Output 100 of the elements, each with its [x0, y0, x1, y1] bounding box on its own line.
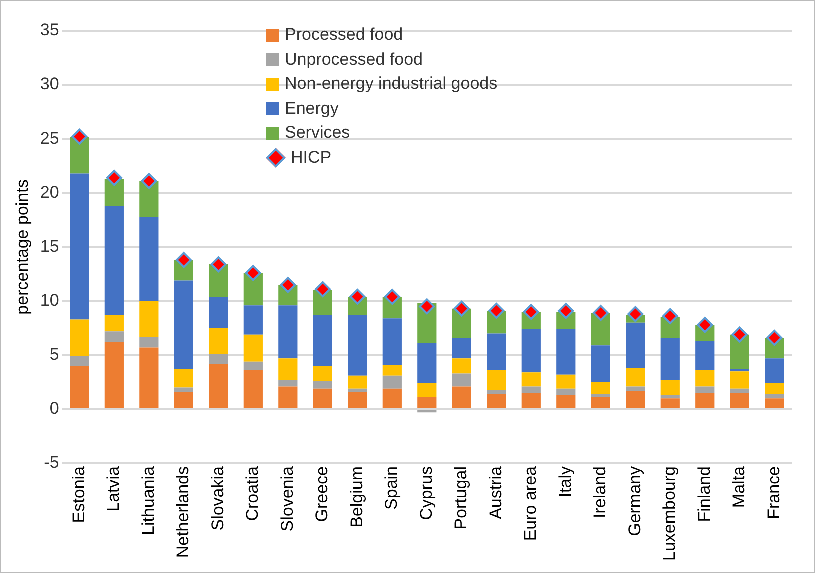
y-tick-label: 20	[40, 182, 60, 202]
bar	[70, 356, 90, 366]
bar	[522, 386, 541, 394]
bar	[244, 370, 263, 408]
point	[732, 326, 748, 343]
bar	[209, 328, 228, 354]
bar	[591, 346, 610, 382]
bar	[626, 368, 646, 387]
bar	[348, 388, 368, 392]
point	[72, 128, 88, 145]
bar	[382, 365, 402, 376]
legend-label: Services	[285, 122, 350, 144]
x-tick-label: Finland	[694, 466, 714, 522]
x-tick-label: Estonia	[69, 466, 88, 524]
point	[662, 308, 678, 324]
bar	[313, 366, 332, 382]
x-tick-label: Germany	[625, 466, 644, 536]
bar	[140, 336, 159, 348]
bar	[174, 388, 194, 392]
bar	[591, 398, 610, 408]
bar	[696, 386, 715, 394]
bar	[626, 391, 646, 408]
bar	[244, 306, 263, 335]
x-tick-label: Latvia	[104, 466, 124, 512]
legend-label: HICP	[291, 146, 332, 168]
x-tick-label: Portugal	[452, 466, 471, 530]
bar	[278, 380, 298, 387]
x-tick-label: Austria	[486, 466, 506, 520]
x-tick-label: Slovenia	[278, 466, 297, 532]
bar	[278, 358, 298, 380]
bar	[313, 315, 332, 366]
bar	[104, 342, 124, 408]
bar	[765, 398, 784, 408]
x-tick-label: Spain	[382, 466, 402, 510]
point	[766, 330, 783, 346]
bar	[418, 398, 437, 408]
bar	[660, 395, 680, 399]
bar	[452, 374, 472, 387]
point	[419, 298, 436, 315]
point	[384, 288, 400, 305]
bar	[660, 380, 680, 396]
y-tick-label: 5	[50, 345, 60, 364]
bar	[591, 394, 610, 398]
bar	[104, 332, 124, 342]
point	[314, 281, 331, 298]
point	[141, 173, 158, 190]
x-tick-label: Belgium	[347, 466, 366, 528]
x-tick-label: Lithuania	[138, 466, 158, 536]
point	[454, 300, 470, 317]
point	[106, 170, 122, 186]
bar	[730, 388, 750, 394]
y-tick-label: 25	[40, 128, 60, 148]
x-tick-label: Cyprus	[416, 466, 436, 520]
point	[176, 252, 192, 268]
legend-label: Energy	[285, 98, 339, 120]
point	[280, 277, 296, 294]
bar	[765, 394, 784, 399]
bar	[382, 376, 402, 389]
bar	[730, 369, 750, 372]
bar	[487, 334, 506, 371]
bar	[209, 296, 228, 328]
bar	[70, 174, 90, 320]
x-tick-label: Greece	[312, 466, 332, 522]
bar	[487, 370, 506, 390]
bar	[382, 388, 402, 408]
bar	[418, 343, 437, 384]
bar	[591, 382, 610, 394]
bar	[730, 393, 750, 408]
bar	[382, 318, 402, 366]
point	[210, 256, 227, 273]
bar	[556, 329, 576, 375]
bar	[556, 374, 576, 389]
bar	[348, 315, 368, 376]
x-tick-label: Malta	[730, 466, 749, 508]
bar	[140, 348, 159, 408]
legend-label: Non-energy industrial goods	[285, 73, 498, 95]
point	[592, 305, 609, 322]
bar	[174, 392, 194, 408]
bar	[348, 376, 368, 389]
bar	[418, 383, 437, 398]
y-tick-label: 0	[50, 399, 60, 418]
legend-label: Unprocessed food	[285, 48, 423, 70]
y-tick-label: 30	[40, 74, 60, 94]
bar	[626, 386, 646, 392]
bar	[209, 354, 228, 364]
bar	[696, 393, 715, 408]
x-tick-label: Netherlands	[174, 466, 193, 558]
bar	[244, 362, 263, 371]
y-axis-title: percentage points	[12, 180, 32, 315]
bar	[174, 280, 194, 370]
bar	[140, 216, 159, 302]
bar	[765, 358, 784, 384]
bar	[626, 322, 646, 368]
bar	[70, 320, 90, 356]
bar	[522, 393, 541, 408]
bar	[452, 386, 472, 408]
point	[523, 304, 540, 320]
bar	[660, 398, 680, 408]
bar	[348, 392, 368, 408]
bar	[313, 381, 332, 389]
